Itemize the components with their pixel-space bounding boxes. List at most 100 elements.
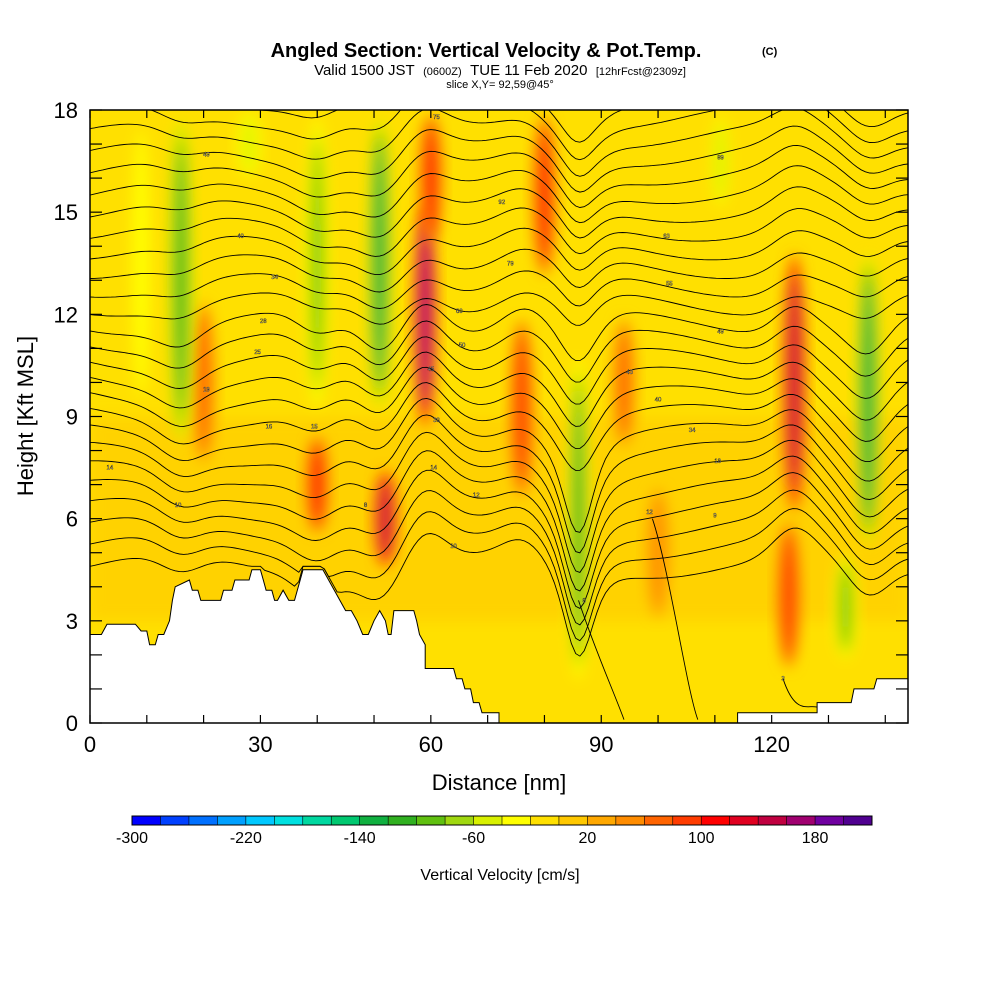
chart-title-suffix: (C) <box>762 46 778 58</box>
colorbar-swatch <box>502 816 531 825</box>
contour-label: 40 <box>655 397 662 403</box>
x-tick-label: 0 <box>84 732 96 757</box>
chart-title: Angled Section: Vertical Velocity & Pot.… <box>271 40 702 62</box>
plot-area: 7549403428251916141015860504539141210892… <box>89 109 909 724</box>
colorbar-swatch <box>473 816 503 825</box>
isentrope-line <box>90 397 908 533</box>
colorbar-swatch <box>843 816 873 825</box>
colorbar-tick-label: 180 <box>802 830 829 847</box>
colorbar-tick-label: -220 <box>230 830 262 847</box>
contour-label: 45 <box>427 367 434 373</box>
colorbar-swatch <box>188 816 218 825</box>
colorbar-swatch <box>587 816 617 825</box>
isentrope-line <box>90 320 908 383</box>
isentrope-line <box>578 600 625 720</box>
y-axis-label: Height [Kft MSL] <box>13 336 38 496</box>
isentrope-line <box>90 469 908 609</box>
terrain <box>89 569 909 724</box>
y-tick-label: 15 <box>54 200 78 225</box>
contour-label: 10 <box>450 544 457 550</box>
contour-label: 15 <box>311 425 318 431</box>
contour-label: 3 <box>781 677 785 683</box>
updraft-7 <box>646 488 671 618</box>
colorbar-swatch <box>672 816 702 825</box>
x-axis-label: Distance [nm] <box>432 770 567 795</box>
velocity-cell <box>175 152 186 408</box>
isentrope-line <box>90 270 908 309</box>
isentrope-line <box>90 144 908 208</box>
colorbar-swatch <box>758 816 787 825</box>
updraft-3 <box>413 201 438 427</box>
isentrope-line <box>90 125 908 193</box>
contour-label: 40 <box>237 234 244 240</box>
isentrope-line <box>90 489 908 626</box>
isentrope-line <box>90 336 908 405</box>
colorbar-swatch <box>359 816 389 825</box>
colorbar-swatch <box>729 816 759 825</box>
contour-label: 9 <box>713 513 717 519</box>
contour-label: 89 <box>717 156 724 162</box>
y-tick-label: 18 <box>54 98 78 123</box>
colorbar-tick-label: -140 <box>344 830 376 847</box>
downdraft-4 <box>566 357 591 680</box>
subtitle-utc: (0600Z) <box>423 66 462 78</box>
colorbar-label: Vertical Velocity [cm/s] <box>420 867 579 884</box>
colorbar-swatch <box>786 816 816 825</box>
velocity-field <box>90 111 908 680</box>
contour-label: 28 <box>260 319 267 325</box>
colorbar-swatch <box>132 816 161 825</box>
x-tick-label: 60 <box>419 732 443 757</box>
velocity-cell <box>136 148 147 379</box>
colorbar-swatch <box>558 816 588 825</box>
colorbar-swatch <box>388 816 417 825</box>
isentrope-line <box>90 431 908 573</box>
velocity-cell <box>420 224 431 404</box>
contour-label: 92 <box>498 200 505 206</box>
contour-label: 34 <box>689 428 696 434</box>
colorbar-swatch <box>445 816 474 825</box>
colorbar-swatch <box>644 816 674 825</box>
contour-labels: 7549403428251916141015860504539141210892… <box>106 115 785 683</box>
contour-label: 25 <box>254 350 261 356</box>
contour-label: 12 <box>646 510 653 516</box>
colorbar-swatch <box>530 816 560 825</box>
contour-label: 14 <box>107 466 114 472</box>
colorbar-tick-label: 100 <box>688 830 715 847</box>
isentrope-line <box>90 207 908 257</box>
contour-label: 75 <box>433 115 440 121</box>
contour-label: 49 <box>203 152 210 158</box>
colorbar-swatch <box>217 816 247 825</box>
subtitle-valid: Valid 1500 JST <box>314 62 415 79</box>
mid-level-band <box>90 416 908 621</box>
velocity-cell <box>863 284 874 515</box>
contour-label: 34 <box>271 275 278 281</box>
colorbar-tick-label: -60 <box>462 830 485 847</box>
contour-label: 43 <box>626 370 633 376</box>
velocity-cell <box>789 280 800 485</box>
y-tick-label: 12 <box>54 302 78 327</box>
colorbar-swatch <box>815 816 844 825</box>
subtitle-forecast: [12hrFcst@2309z] <box>596 66 686 78</box>
downdraft-7 <box>833 555 858 659</box>
isentrope-line <box>90 450 908 592</box>
contour-label: 16 <box>266 425 273 431</box>
y-tick-label: 9 <box>66 405 78 430</box>
colorbar-swatch <box>416 816 446 825</box>
velocity-cell <box>840 566 851 649</box>
colorbar-swatch <box>274 816 304 825</box>
colorbar-swatch <box>331 816 360 825</box>
velocity-cell <box>425 127 436 230</box>
isentrope-line <box>90 414 908 554</box>
colorbar-frame <box>131 815 873 826</box>
colorbar-swatch <box>701 816 730 825</box>
isentrope-line <box>651 518 699 720</box>
isentrope-line <box>90 304 908 362</box>
updraft-0 <box>191 301 216 463</box>
isentrope-line <box>149 110 908 161</box>
velocity-cell <box>573 390 584 647</box>
updraft-1 <box>305 436 330 533</box>
velocity-cell <box>618 331 629 434</box>
updraft-2 <box>373 470 398 567</box>
velocity-cell <box>312 446 323 523</box>
